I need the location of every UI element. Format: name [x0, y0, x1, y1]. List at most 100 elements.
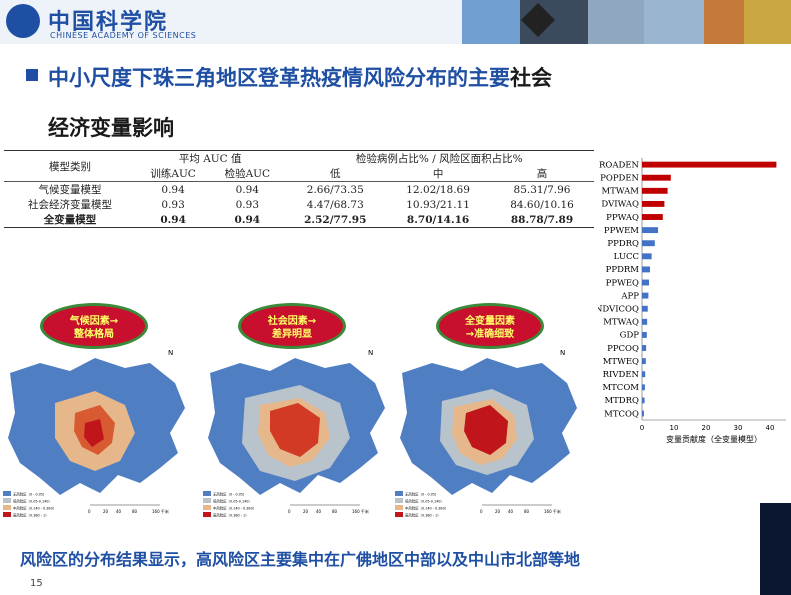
table-row: 气候变量模型 0.94 0.94 2.66/73.35 12.02/18.69 85.3…	[38, 183, 571, 197]
header-test-auc: 检验AUC	[210, 166, 285, 182]
map-legend: 无风险区（0 - 0.05） 低风险区（0.05-0.140） 中风险区（0.1…	[395, 491, 448, 518]
header-auc: 平均 AUC 值	[136, 150, 285, 166]
callout-social: 社会因素→ 差异明显	[238, 303, 346, 349]
category-label: GDP	[620, 331, 640, 341]
category-label: NDVICOQ	[598, 305, 639, 315]
bar	[642, 174, 671, 181]
svg-text:低风险区（0.05-0.140）: 低风险区（0.05-0.140）	[13, 499, 52, 504]
svg-text:160 千米: 160 千米	[152, 508, 169, 514]
svg-text:160 千米: 160 千米	[544, 508, 561, 514]
svg-text:中风险区（0.140 - 0.380）: 中风险区（0.140 - 0.380）	[13, 506, 56, 511]
x-tick-label: 10	[670, 424, 679, 432]
category-label: MTDRQ	[604, 396, 639, 406]
bar	[642, 305, 648, 312]
bar	[642, 345, 647, 351]
banner-photo-strip	[462, 0, 791, 44]
auc-table: 模型类别 平均 AUC 值 检验病例占比% / 风险区面积占比% 训练AUC 检…	[4, 150, 594, 228]
svg-text:无风险区（0 - 0.05）: 无风险区（0 - 0.05）	[405, 492, 438, 497]
svg-text:40: 40	[508, 509, 514, 514]
svg-text:80: 80	[132, 509, 138, 514]
slide-title-line1: 中小尺度下珠三角地区登革热疫情风险分布的主要社会	[48, 66, 552, 90]
svg-text:0: 0	[88, 509, 91, 514]
map-scale-bar: 0 20 40 80 160 千米	[88, 504, 169, 514]
logo-text-cn: 中国科学院	[48, 9, 169, 35]
table-row: 全变量模型 0.94 0.94 2.52/77.95 8.70/14.16 88.78/…	[4, 212, 594, 228]
category-label: PPDRQ	[607, 239, 639, 249]
variable-contribution-chart: ROADEN POPDEN MTWAM DVIWAQ PPWAQ PPWEM PPDRQ LU…	[598, 158, 786, 444]
category-label: PPDRM	[606, 265, 640, 275]
svg-text:0: 0	[288, 509, 291, 514]
cas-logo-icon	[6, 4, 40, 38]
x-tick-label: 40	[766, 424, 775, 432]
x-axis-label: 变量贡献度（全变量模型）	[666, 434, 762, 444]
category-label: MTWAQ	[603, 318, 639, 328]
svg-text:40: 40	[116, 509, 122, 514]
svg-text:中风险区（0.140 - 0.380）: 中风险区（0.140 - 0.380）	[213, 506, 256, 511]
conclusion-text: 风险区的分布结果显示，高风险区主要集中在广佛地区中部以及中山市北部等地	[20, 550, 581, 569]
bar	[642, 292, 649, 299]
category-label: PPWAQ	[606, 213, 639, 223]
header-high: 高	[490, 166, 594, 182]
bar	[642, 318, 648, 325]
bar	[642, 240, 655, 247]
svg-text:80: 80	[524, 509, 530, 514]
map-scale-bar: 0 20 40 80 160 千米	[288, 504, 369, 514]
svg-text:20: 20	[303, 509, 309, 514]
svg-text:高风险区（0.380 - 1）: 高风险区（0.380 - 1）	[13, 513, 49, 518]
category-label: RIVDEN	[603, 370, 640, 380]
x-tick-label: 30	[734, 424, 743, 432]
category-label: PPWEQ	[606, 278, 639, 288]
bar	[642, 397, 645, 404]
svg-text:无风险区（0 - 0.05）: 无风险区（0 - 0.05）	[213, 492, 246, 497]
category-label: PPCOQ	[607, 344, 639, 354]
svg-text:低风险区（0.05-0.140）: 低风险区（0.05-0.140）	[405, 499, 444, 504]
risk-map-social: N 无风险区（0 - 0.05） 低风险区（0.05-0.140） 中风险区（0…	[203, 349, 385, 518]
category-label: MTCOM	[602, 383, 639, 393]
category-label: MTWEQ	[603, 357, 639, 367]
bar	[642, 200, 665, 207]
callout-climate: 气候因素→ 整体格局	[40, 303, 148, 349]
bar	[642, 214, 663, 220]
map-scale-bar: 0 20 40 80 160 千米	[480, 504, 561, 514]
risk-map-all: N 无风险区（0 - 0.05） 低风险区（0.05-0.140） 中风险区（0…	[395, 349, 577, 518]
category-label: POPDEN	[600, 174, 639, 184]
map-legend: 无风险区（0 - 0.05） 低风险区（0.05-0.140） 中风险区（0.1…	[3, 491, 56, 518]
header-cases: 检验病例占比% / 风险区面积占比%	[284, 150, 594, 166]
svg-text:N: N	[368, 349, 373, 357]
callout-all: 全变量因素 →准确细致	[436, 303, 544, 349]
svg-text:0: 0	[480, 509, 483, 514]
risk-map-climate: N 无风险区（0 - 0.05） 低风险区（0.05-0.140） 中风险区（0…	[3, 349, 185, 518]
header-mid: 中	[386, 166, 491, 182]
header-low: 低	[284, 166, 387, 182]
bar	[642, 161, 777, 168]
svg-text:N: N	[560, 349, 565, 357]
svg-text:20: 20	[495, 509, 501, 514]
svg-text:无风险区（0 - 0.05）: 无风险区（0 - 0.05）	[13, 492, 46, 497]
bar	[642, 371, 646, 378]
bar	[642, 410, 644, 417]
svg-text:80: 80	[332, 509, 338, 514]
header-train-auc: 训练AUC	[136, 166, 211, 182]
header-banner: 中国科学院 CHINESE ACADEMY OF SCIENCES	[0, 0, 791, 44]
svg-text:20: 20	[103, 509, 109, 514]
logo-text-en: CHINESE ACADEMY OF SCIENCES	[50, 31, 197, 40]
category-label: MTCOQ	[604, 409, 639, 419]
bar	[642, 358, 646, 365]
category-label: LUCC	[614, 252, 639, 262]
svg-text:低风险区（0.05-0.140）: 低风险区（0.05-0.140）	[213, 499, 252, 504]
slide-title-line2: 经济变量影响	[48, 116, 174, 140]
bar	[642, 187, 668, 194]
category-label: MTWAM	[601, 187, 639, 197]
svg-text:中风险区（0.140 - 0.380）: 中风险区（0.140 - 0.380）	[405, 506, 448, 511]
bar	[642, 253, 652, 260]
category-label: ROADEN	[599, 160, 640, 170]
bar	[642, 279, 650, 286]
category-label: PPWEM	[604, 226, 639, 236]
svg-text:N: N	[168, 349, 173, 357]
x-tick-label: 0	[640, 424, 644, 432]
bar	[642, 266, 650, 273]
x-tick-label: 20	[702, 424, 711, 432]
page-number: 15	[30, 578, 43, 589]
category-label: DVIWAQ	[601, 200, 639, 210]
map-legend: 无风险区（0 - 0.05） 低风险区（0.05-0.140） 中风险区（0.1…	[203, 491, 256, 518]
